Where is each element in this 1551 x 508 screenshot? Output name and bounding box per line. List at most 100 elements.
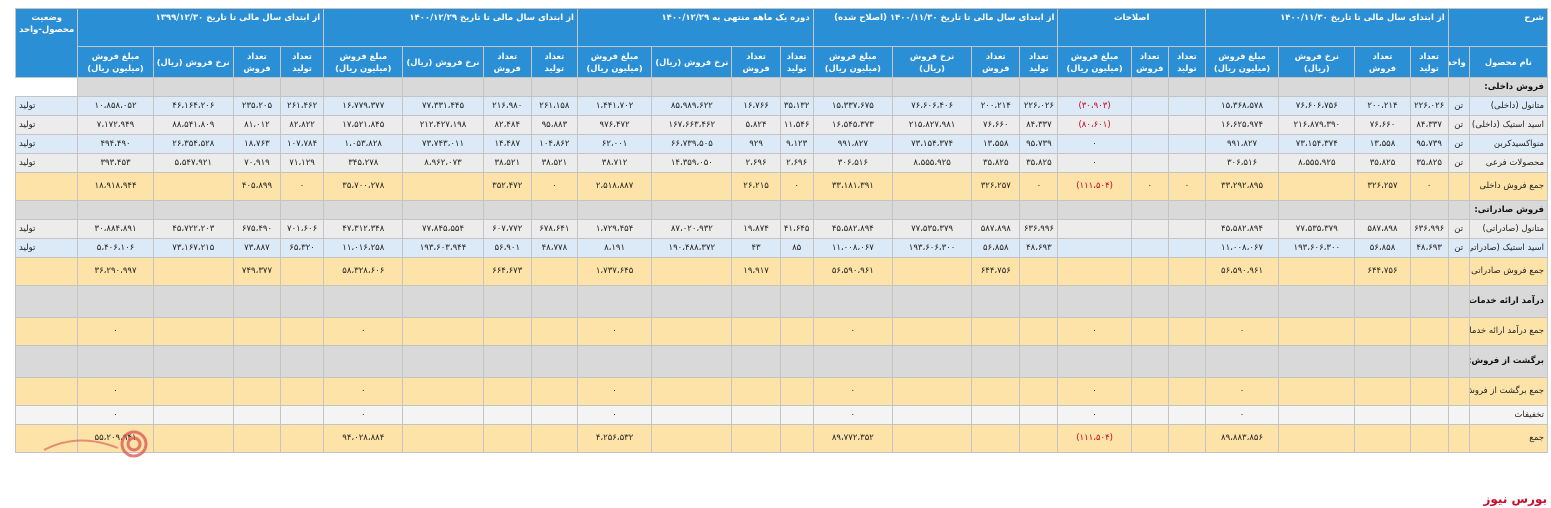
table-cell: ۱۱،۰۱۶،۲۵۸ <box>323 238 404 258</box>
table-cell <box>1167 285 1206 318</box>
table-cell: ۴۹۴،۴۹۰ <box>77 134 154 154</box>
table-cell: ۲۶۱،۱۵۸ <box>530 96 578 116</box>
table-cell <box>779 285 814 318</box>
table-cell <box>1130 317 1169 346</box>
header-sub-2-2: نرخ فروش (ریال) <box>891 46 973 78</box>
table-cell: ۰ <box>323 377 404 406</box>
table-cell: ۴۵،۷۲۲،۲۰۳ <box>152 219 234 239</box>
table-cell: ۹۷۶،۴۷۲ <box>576 115 653 135</box>
table-cell <box>779 405 814 425</box>
table-cell: ۷،۱۷۲،۹۴۹ <box>77 115 154 135</box>
table-cell: ۸۵ <box>779 238 814 258</box>
table-cell: ۷۴۹،۳۷۷ <box>232 257 282 286</box>
table-cell: ۵۸۷،۸۹۸ <box>971 219 1021 239</box>
table-cell <box>1278 345 1356 378</box>
table-cell <box>1130 238 1169 258</box>
row-name: جمع درآمد ارائه خدمات <box>1468 317 1549 346</box>
table-cell: ۰ <box>1019 172 1059 201</box>
table-cell <box>1167 377 1206 406</box>
table-cell <box>530 377 578 406</box>
table-cell <box>779 257 814 286</box>
table-cell <box>1204 285 1280 318</box>
table-cell: ۸۵،۹۸۹،۶۲۲ <box>651 96 733 116</box>
header-sub-5-3: مبلغ فروش (میلیون ریال) <box>77 46 154 78</box>
table-cell <box>1057 200 1132 220</box>
table-cell: ۴۶،۱۶۴،۲۰۶ <box>152 96 234 116</box>
table-cell: ۵۶،۹۰۱ <box>482 238 532 258</box>
header-period-6: از ابتدای سال مالی تا تاریخ ۱۳۹۹/۱۲/۳۰ <box>77 8 325 47</box>
header-sub-5-1: تعداد فروش <box>232 46 282 78</box>
table-cell <box>482 285 532 318</box>
table-cell <box>1019 285 1059 318</box>
table-cell <box>779 317 814 346</box>
row-unit: تن <box>1447 115 1470 135</box>
table-cell <box>1204 77 1280 97</box>
table-cell: ۴۵،۵۸۲،۸۹۴ <box>812 219 893 239</box>
table-cell <box>731 345 781 378</box>
row-status <box>14 405 79 425</box>
table-cell <box>402 377 484 406</box>
table-cell: ۱۳،۵۵۸ <box>1354 134 1411 154</box>
table-cell: ۰ <box>576 317 653 346</box>
table-cell <box>651 77 733 97</box>
table-cell: ۱۹۳،۶۰۳،۹۴۴ <box>402 238 484 258</box>
row-name: منواکسیدکربن <box>1468 134 1549 154</box>
table-cell: ۰ <box>1057 134 1132 154</box>
table-cell: ۸،۱۹۱ <box>576 238 653 258</box>
table-cell <box>1167 96 1206 116</box>
row-name: متانول (صادراتی) <box>1468 219 1549 239</box>
table-cell: ۹۲۹ <box>731 134 781 154</box>
table-cell: ۶۶۴،۶۷۳ <box>482 257 532 286</box>
table-cell <box>232 405 282 425</box>
table-cell: ۰ <box>812 405 893 425</box>
table-cell <box>1204 345 1280 378</box>
table-cell <box>1167 200 1206 220</box>
table-cell: ۸۴،۳۳۷ <box>1409 115 1449 135</box>
header-period-5: از ابتدای سال مالی تا تاریخ ۱۴۰۰/۱۲/۲۹ <box>323 8 578 47</box>
table-cell <box>530 345 578 378</box>
total-row: جمع برگشت از فروش ۰ ۰ ۰ ۰ ۰ ۰ <box>14 377 1549 406</box>
table-cell <box>280 200 325 220</box>
table-cell: ۰ <box>1204 405 1280 425</box>
table-cell <box>1409 257 1449 286</box>
table-cell: ۲۶۱،۴۶۲ <box>280 96 325 116</box>
table-cell <box>1019 77 1059 97</box>
table-cell <box>1130 153 1169 173</box>
table-cell <box>1130 257 1169 286</box>
table-cell <box>152 405 234 425</box>
row-name: تخفیفات <box>1468 405 1549 425</box>
table-cell <box>1130 115 1169 135</box>
table-cell: ۱،۰۵۳،۸۲۸ <box>323 134 404 154</box>
table-cell: ۲۶،۲۱۵ <box>731 172 781 201</box>
row-status <box>14 345 79 378</box>
table-cell <box>1167 77 1206 97</box>
table-cell <box>1409 285 1449 318</box>
section-row: درآمد ارائه خدمات: <box>14 285 1549 318</box>
table-cell <box>891 257 973 286</box>
table-cell <box>1278 77 1356 97</box>
header-sub-2-1: تعداد فروش <box>971 46 1021 78</box>
table-cell <box>280 405 325 425</box>
header-sub-4-2: نرخ فروش (ریال) <box>402 46 484 78</box>
row-unit: تن <box>1447 134 1470 154</box>
table-cell <box>402 257 484 286</box>
header-sub-5-2: نرخ فروش (ریال) <box>152 46 234 78</box>
header-sub-3-2: نرخ فروش (ریال) <box>651 46 733 78</box>
table-cell: ۱۰۷،۷۸۴ <box>280 134 325 154</box>
total-row: جمع فروش صادراتی ۶۴۴،۷۵۶ ۵۶،۵۹۰،۹۶۱ ۶۴۴،۷۵۶… <box>14 257 1549 286</box>
table-cell: ۰ <box>280 172 325 201</box>
row-name: برگشت از فروش: <box>1468 345 1549 378</box>
table-cell <box>812 77 893 97</box>
table-cell: ۳۳،۲۹۲،۸۹۵ <box>1204 172 1280 201</box>
row-status: تولید <box>14 219 79 239</box>
table-cell <box>1278 172 1356 201</box>
table-cell: ۷۳،۷۴۳،۰۱۱ <box>402 134 484 154</box>
table-cell: ۱۴،۴۸۷ <box>482 134 532 154</box>
table-cell <box>731 200 781 220</box>
row-status <box>14 377 79 406</box>
table-cell <box>323 200 404 220</box>
table-cell <box>1130 77 1169 97</box>
table-cell: ۶۷۸،۶۴۱ <box>530 219 578 239</box>
table-cell <box>651 285 733 318</box>
table-cell: ۴،۲۵۶،۵۳۲ <box>576 424 653 453</box>
